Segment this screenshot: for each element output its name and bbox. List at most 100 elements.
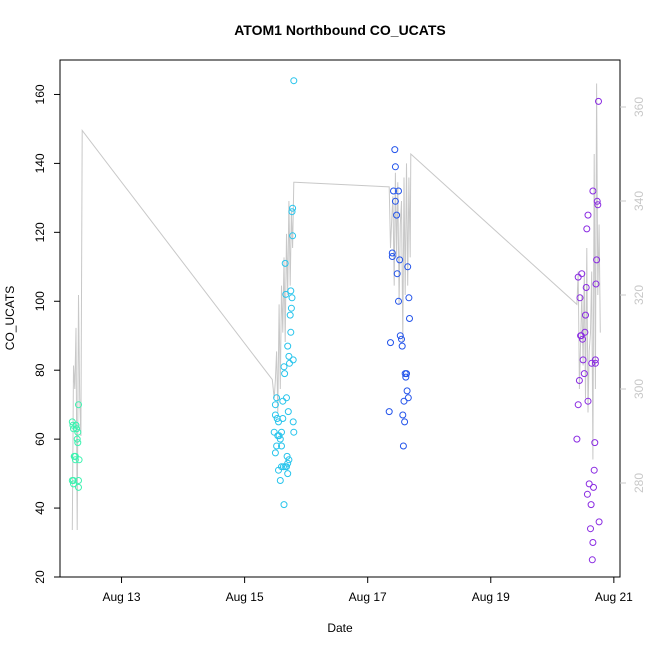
data-point: [406, 315, 413, 322]
data-point: [590, 483, 597, 491]
data-point: [400, 397, 408, 405]
data-point: [577, 332, 585, 340]
points-layer: [68, 77, 603, 564]
data-point: [391, 197, 399, 205]
data-point: [278, 463, 285, 471]
data-point: [280, 501, 288, 509]
data-point: [576, 294, 584, 302]
data-point: [280, 363, 288, 371]
data-point: [595, 97, 602, 105]
data-point: [72, 421, 80, 429]
data-point: [73, 435, 81, 443]
data-point: [387, 339, 394, 347]
x-tick-label: Aug 15: [226, 590, 264, 604]
data-point: [391, 163, 399, 171]
data-point: [288, 208, 296, 216]
data-point: [402, 373, 410, 381]
data-point: [287, 304, 295, 312]
data-point: [273, 394, 281, 402]
data-point: [284, 342, 292, 350]
data-point: [591, 359, 599, 367]
y-tick-label: 140: [33, 153, 47, 173]
data-point: [585, 480, 593, 488]
data-point: [579, 356, 587, 364]
data-point: [405, 294, 413, 302]
data-point: [403, 387, 411, 395]
data-point: [289, 356, 297, 364]
data-point: [279, 415, 287, 422]
y2-tick-label: 300: [632, 379, 646, 399]
right-axis-line-series: [71, 83, 601, 531]
data-point: [286, 311, 294, 319]
data-point: [290, 77, 298, 85]
data-point: [578, 270, 586, 278]
data-point: [70, 480, 77, 488]
data-point: [271, 411, 279, 419]
y-tick-label: 80: [33, 363, 47, 377]
data-point: [75, 477, 82, 484]
data-point: [271, 449, 279, 457]
data-point: [284, 470, 292, 478]
data-point: [289, 204, 297, 212]
data-point: [584, 211, 592, 219]
data-point: [290, 428, 298, 436]
data-point: [287, 328, 295, 336]
y-tick-label: 40: [33, 501, 47, 515]
data-point: [278, 442, 285, 450]
data-point: [579, 335, 586, 343]
data-point: [593, 197, 601, 205]
data-point: [589, 187, 597, 195]
data-point: [575, 377, 583, 384]
data-point: [395, 187, 402, 195]
data-point: [399, 411, 407, 419]
data-point: [581, 328, 589, 336]
data-point: [287, 287, 295, 295]
data-point: [288, 294, 296, 302]
y-tick-label: 100: [33, 291, 47, 311]
data-point: [588, 556, 596, 564]
data-point: [583, 490, 591, 498]
y-tick-label: 120: [33, 222, 47, 242]
data-point: [390, 187, 397, 195]
data-point: [399, 442, 407, 450]
data-point: [289, 232, 297, 240]
y2-tick-label: 340: [632, 191, 646, 211]
data-point: [274, 432, 282, 440]
x-tick-label: Aug 19: [472, 590, 510, 604]
series-line: [71, 83, 601, 531]
data-point: [283, 463, 290, 471]
data-point: [393, 270, 401, 278]
data-point: [385, 408, 393, 416]
y-tick-label: 20: [33, 570, 47, 584]
data-point: [388, 253, 396, 260]
y-tick-label: 60: [33, 432, 47, 446]
data-point: [584, 397, 592, 405]
data-point: [393, 211, 401, 219]
data-point: [587, 525, 594, 533]
y2-tick-label: 360: [632, 97, 646, 117]
y-tick-label: 160: [33, 84, 47, 104]
data-point: [270, 428, 278, 436]
data-point: [580, 370, 588, 378]
x-axis-label: Date: [327, 621, 353, 635]
data-point: [73, 425, 81, 433]
axes-layer: 20 40 60 80 100 120 140 160 Aug 13 Aug 15 Aug 17 Au…: [33, 84, 646, 604]
data-point: [391, 146, 399, 154]
plot-frame: [59, 59, 621, 578]
data-point: [396, 332, 404, 340]
data-point: [281, 259, 289, 267]
data-point: [396, 256, 404, 264]
y2-tick-label: 320: [632, 285, 646, 305]
data-point: [589, 539, 597, 546]
y-axis-label: CO_UCATS: [3, 286, 17, 350]
data-point: [284, 408, 292, 416]
data-point: [278, 428, 285, 436]
chart-title: ATOM1 Northbound CO_UCATS: [234, 22, 446, 38]
x-tick-label: Aug 13: [103, 590, 141, 604]
data-point: [286, 359, 293, 367]
data-point: [587, 501, 595, 509]
x-tick-label: Aug 17: [349, 590, 387, 604]
data-point: [595, 518, 603, 526]
data-point: [583, 225, 591, 233]
